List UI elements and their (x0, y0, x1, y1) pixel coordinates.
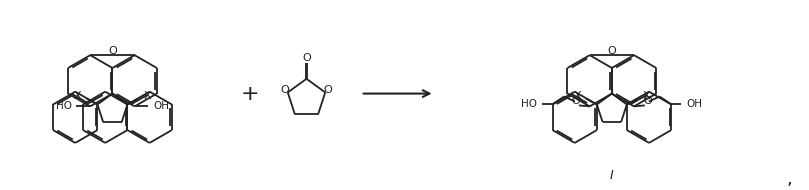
Text: X: X (574, 91, 581, 101)
Text: HO: HO (522, 99, 537, 109)
Text: OH: OH (154, 101, 169, 111)
Text: O: O (608, 46, 616, 56)
Text: X: X (642, 91, 650, 101)
Text: +: + (241, 84, 260, 104)
Text: OH: OH (686, 99, 702, 109)
Text: X: X (74, 91, 82, 101)
Text: X: X (143, 91, 150, 101)
Text: O: O (571, 97, 580, 106)
Text: O: O (324, 86, 332, 95)
Text: O: O (108, 46, 116, 56)
Text: ,: , (786, 170, 792, 188)
Text: O: O (302, 53, 311, 63)
Text: O: O (281, 86, 289, 95)
Text: I: I (610, 169, 614, 182)
Text: O: O (643, 97, 652, 106)
Text: HO: HO (56, 101, 71, 111)
